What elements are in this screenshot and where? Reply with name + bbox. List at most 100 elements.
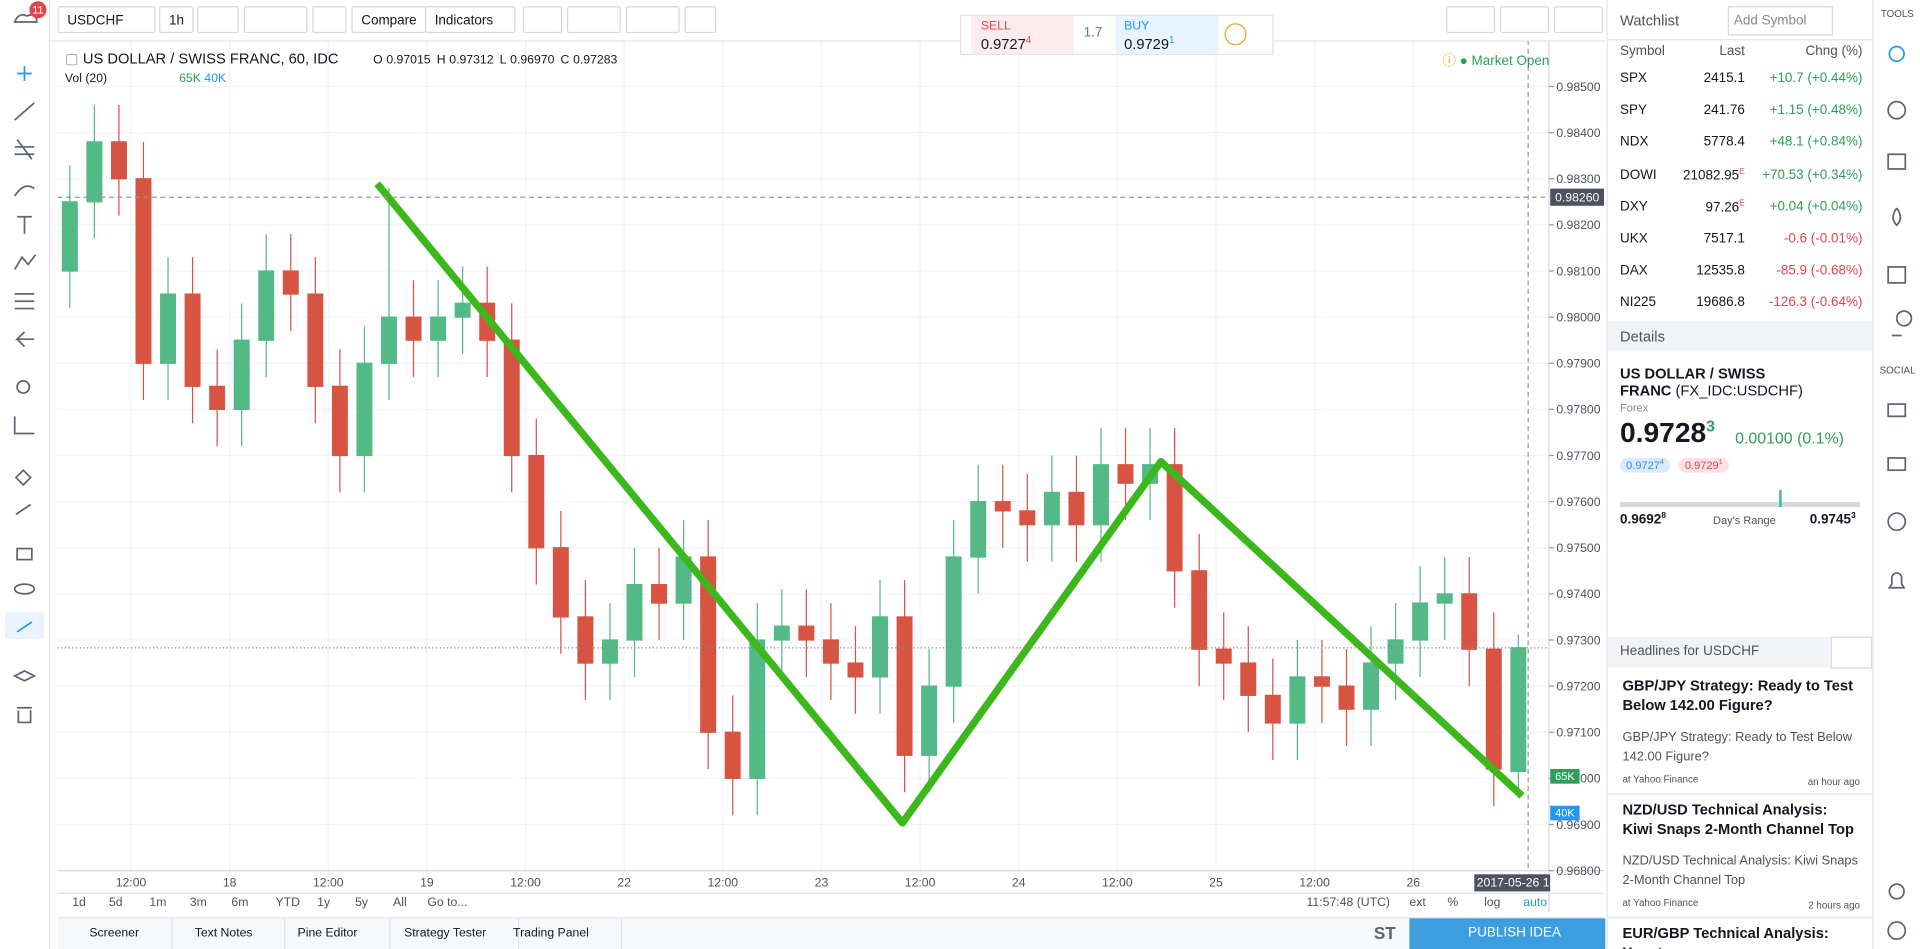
watchlist-row[interactable]: NDX 5778.4 +48.1 (+0.84%): [1608, 129, 1872, 161]
save-button[interactable]: [1553, 6, 1603, 34]
watchlist-row[interactable]: DXY 97.26E +0.04 (+0.04%): [1608, 193, 1872, 225]
row-last: 7517.1: [1608, 231, 1745, 246]
range-button[interactable]: 3m: [189, 896, 207, 910]
candle-body: [1117, 464, 1134, 484]
bottom-tab[interactable]: Trading Panel: [481, 918, 622, 949]
bottom-tab[interactable]: Pine Editor: [266, 918, 391, 949]
range-button[interactable]: YTD: [275, 896, 301, 910]
settings-button[interactable]: [312, 6, 347, 34]
x-tick-label: 12:00: [905, 876, 936, 890]
range-bar: 1d 5d 1m 3m 6m YTD 1y 5y All Go to... 11:57:48 (UT…: [57, 892, 1605, 915]
watchlist-row[interactable]: DAX 12535.8 -85.9 (-0.68%): [1608, 257, 1872, 289]
stay-drawing[interactable]: [15, 503, 32, 515]
eye-tool[interactable]: [13, 583, 36, 595]
info-icon[interactable]: [1224, 23, 1247, 46]
line-tool[interactable]: [14, 102, 35, 121]
candle-body: [847, 662, 864, 678]
trash-tool[interactable]: [17, 706, 32, 724]
compare-button[interactable]: Compare: [351, 6, 427, 34]
watchlist-icon[interactable]: [1888, 45, 1905, 63]
layers-tool[interactable]: [12, 670, 37, 682]
link-tool-bg[interactable]: [4, 612, 45, 640]
headline-title[interactable]: NZD/USD Technical Analysis: Kiwi Snaps 2…: [1622, 800, 1855, 838]
bug-icon[interactable]: [1888, 883, 1905, 900]
symbol-input[interactable]: USDCHF: [57, 6, 156, 34]
candle-body: [1215, 648, 1232, 664]
right-toolbar: TOOLS SOCIAL: [1872, 0, 1920, 949]
notifications-icon[interactable]: [1887, 572, 1906, 589]
bottom-tab[interactable]: Screener: [58, 918, 173, 949]
range-button[interactable]: 1d: [72, 896, 86, 910]
hotlist-icon[interactable]: [1892, 207, 1902, 227]
scale-option[interactable]: ext: [1409, 896, 1426, 910]
watchlist-row[interactable]: UKX 7517.1 -0.6 (-0.01%): [1608, 225, 1872, 257]
publish-button[interactable]: PUBLISH IDEA: [1409, 918, 1606, 949]
sell-button[interactable]: SELL 0.97274: [971, 15, 1074, 54]
magnet-tool[interactable]: [14, 468, 32, 487]
broadcast-icon[interactable]: [1887, 512, 1907, 532]
pattern-tool[interactable]: [13, 254, 37, 270]
lock-tool[interactable]: [16, 547, 33, 561]
indicators-button[interactable]: Indicators: [424, 6, 516, 34]
buy-price-main: 0.9729: [1124, 35, 1170, 53]
watchlist-row[interactable]: DOWI 21082.95E +70.53 (+0.34%): [1608, 161, 1872, 193]
ideas-icon[interactable]: [1891, 310, 1913, 337]
prediction-tool[interactable]: [14, 293, 35, 310]
ideas-button[interactable]: [566, 6, 621, 34]
range-button[interactable]: All: [393, 896, 407, 910]
interval-button[interactable]: 1h: [159, 6, 194, 34]
x-tick-label: 24: [1012, 876, 1026, 890]
fib-tool[interactable]: [14, 139, 35, 160]
trend-drawing[interactable]: [374, 181, 1525, 827]
candle-body: [430, 316, 447, 341]
social-st[interactable]: ST: [1373, 923, 1396, 943]
scale-option[interactable]: log: [1484, 896, 1501, 910]
alert-button[interactable]: [522, 6, 563, 34]
fullscreen-button[interactable]: [684, 6, 717, 34]
interval-menu[interactable]: [197, 6, 239, 34]
zoom-tool[interactable]: [16, 379, 31, 394]
headline-title[interactable]: GBP/JPY Strategy: Ready to Test Below 14…: [1622, 677, 1853, 714]
load-button[interactable]: [1500, 6, 1549, 34]
undo-redo[interactable]: [625, 6, 680, 34]
alerts-icon[interactable]: [1887, 100, 1907, 120]
watchlist-search[interactable]: Add Symbol: [1727, 6, 1834, 36]
layout-button[interactable]: [1446, 6, 1496, 34]
range-button[interactable]: 5d: [108, 896, 123, 910]
measure-tool[interactable]: [13, 416, 35, 435]
scale-option[interactable]: %: [1447, 896, 1459, 910]
candle-body: [1092, 464, 1109, 526]
bottom-tab[interactable]: Strategy Tester: [372, 918, 520, 949]
crosshair-tool[interactable]: [17, 66, 32, 81]
streams-icon[interactable]: [1887, 457, 1907, 472]
scale-option[interactable]: auto: [1523, 896, 1548, 910]
bottom-tab[interactable]: Text Notes: [163, 918, 286, 949]
watchlist-row[interactable]: SPY 241.76 +1.15 (+0.48%): [1608, 97, 1872, 129]
logo[interactable]: [13, 14, 38, 23]
ohlc-key: O: [373, 53, 383, 68]
chart-style[interactable]: [243, 6, 308, 34]
buy-button[interactable]: BUY 0.97291: [1115, 15, 1219, 54]
range-button[interactable]: 5y: [355, 896, 369, 910]
back-tool[interactable]: [15, 331, 35, 348]
range-button[interactable]: 1y: [317, 896, 331, 910]
link-tool[interactable]: [16, 621, 33, 633]
range-button[interactable]: Go to...: [427, 896, 468, 910]
headline-time: 2 hours ago: [1808, 900, 1861, 912]
details-price: 0.97283: [1620, 416, 1715, 449]
chat-icon[interactable]: [1887, 403, 1907, 418]
watchlist-row[interactable]: NI225 19686.8 -126.3 (-0.64%): [1608, 289, 1872, 321]
headlines-menu[interactable]: [1830, 636, 1873, 669]
range-button[interactable]: 6m: [231, 896, 249, 910]
headline-title[interactable]: EUR/GBP Technical Analysis: Year to: [1622, 924, 1829, 948]
brush-tool[interactable]: [13, 185, 35, 197]
col-symbol: Symbol: [1620, 44, 1665, 59]
news-icon[interactable]: [1887, 153, 1907, 170]
row-last-value: 21082.95: [1682, 168, 1740, 183]
watchlist-row[interactable]: SPX 2415.1 +10.7 (+0.44%): [1608, 65, 1872, 97]
text-tool[interactable]: [17, 215, 32, 234]
calendar-icon[interactable]: [1887, 266, 1907, 284]
range-button[interactable]: 1m: [149, 896, 167, 910]
sell-price-main: 0.9727: [980, 35, 1026, 53]
help-icon[interactable]: [1887, 921, 1907, 941]
